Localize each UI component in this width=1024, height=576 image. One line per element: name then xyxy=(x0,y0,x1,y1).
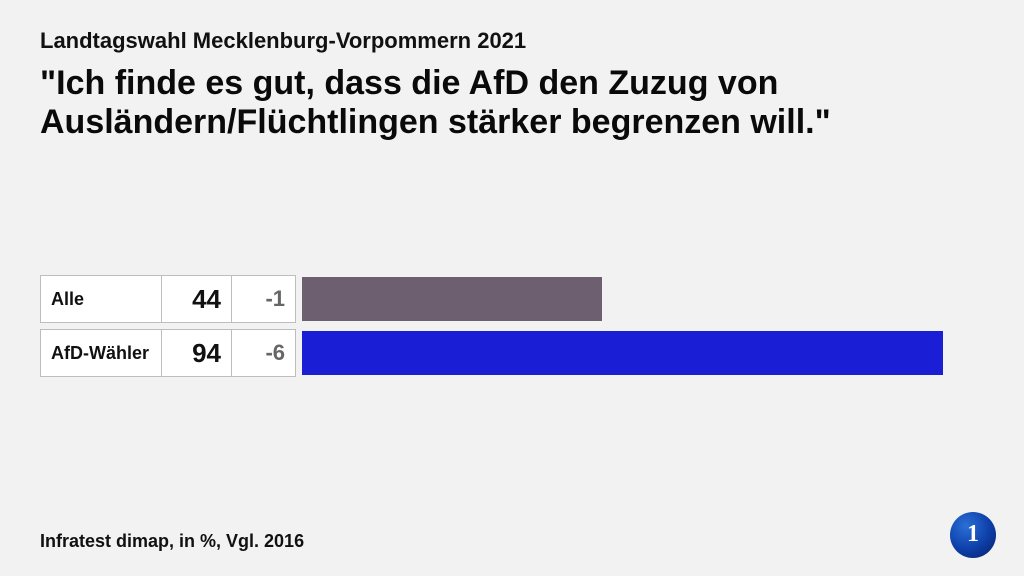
slide: Landtagswahl Mecklenburg-Vorpommern 2021… xyxy=(0,0,1024,576)
footer-caption: Infratest dimap, in %, Vgl. 2016 xyxy=(40,531,304,552)
row-value: 94 xyxy=(162,329,232,377)
bar xyxy=(302,277,602,321)
row-label: AfD-Wähler xyxy=(40,329,162,377)
broadcaster-logo: 1 xyxy=(950,512,996,558)
row-delta: -6 xyxy=(232,329,296,377)
row-label: Alle xyxy=(40,275,162,323)
row-value: 44 xyxy=(162,275,232,323)
bar-track xyxy=(302,329,984,377)
title: "Ich finde es gut, dass die AfD den Zuzu… xyxy=(40,64,980,142)
supertitle: Landtagswahl Mecklenburg-Vorpommern 2021 xyxy=(40,28,984,54)
bar xyxy=(302,331,943,375)
logo-glyph: 1 xyxy=(967,521,979,548)
bar-track xyxy=(302,275,984,323)
chart-row-afd: AfD-Wähler 94 -6 xyxy=(40,329,984,377)
chart-row-alle: Alle 44 -1 xyxy=(40,275,984,323)
row-delta: -1 xyxy=(232,275,296,323)
bar-chart: Alle 44 -1 AfD-Wähler 94 -6 xyxy=(40,275,984,383)
